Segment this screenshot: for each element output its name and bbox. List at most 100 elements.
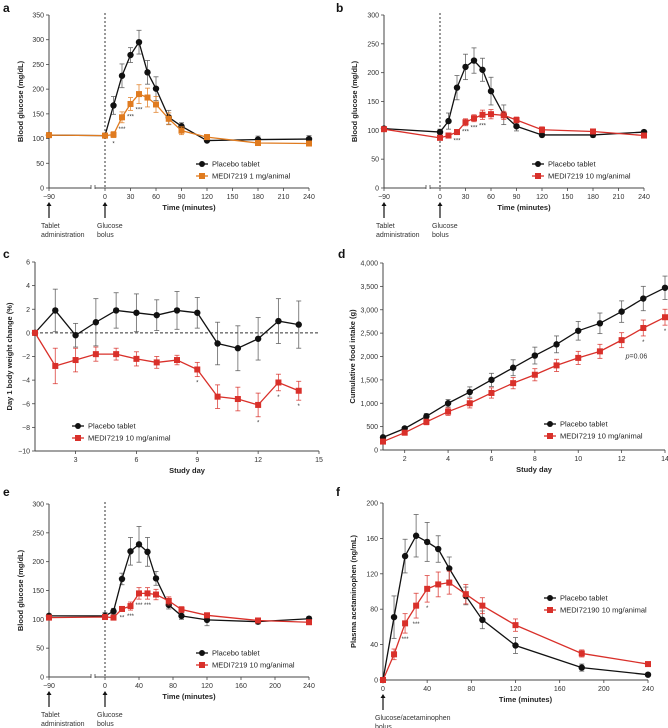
panel-letter: c <box>3 247 10 261</box>
data-point <box>178 612 185 620</box>
y-tick-label: 160 <box>366 536 378 543</box>
x-tick-label: 30 <box>127 194 135 201</box>
y-tick-label: 3,000 <box>360 307 378 314</box>
x-axis-label: Time (minutes) <box>162 203 216 212</box>
data-point <box>152 575 160 582</box>
x-tick-label: 180 <box>587 194 599 201</box>
legend-label: MEDI7219 1 mg/animal <box>212 172 291 181</box>
legend-label: Placebo tablet <box>560 594 608 603</box>
x-tick-label: 9 <box>195 457 199 464</box>
data-point <box>203 616 211 624</box>
annotation-text: Glucose <box>97 223 123 230</box>
significance-marker: *** <box>413 622 421 628</box>
x-tick-label: 240 <box>642 686 654 693</box>
y-tick-label: 200 <box>32 559 44 566</box>
data-point <box>381 126 387 133</box>
y-tick-label: 2,500 <box>360 331 378 338</box>
y-tick-label: 100 <box>367 128 379 135</box>
data-point <box>153 101 159 108</box>
data-point <box>72 357 79 364</box>
significance-marker: *** <box>127 614 135 620</box>
series-medi7219 <box>46 587 312 626</box>
x-tick-label: −90 <box>43 194 55 201</box>
y-tick-label: 2 <box>26 307 30 314</box>
y-tick-label: 150 <box>367 99 379 106</box>
y-tick-label: 1,000 <box>360 401 378 408</box>
data-point <box>553 362 560 369</box>
x-tick-label: 200 <box>598 686 610 693</box>
significance-marker: * <box>642 340 645 346</box>
data-point <box>110 102 117 109</box>
data-point <box>204 612 210 619</box>
data-point <box>46 132 52 139</box>
series-medi7219 <box>46 84 312 147</box>
x-tick-label: 120 <box>510 686 522 693</box>
x-tick-label: 80 <box>169 683 177 690</box>
y-tick-label: 50 <box>36 161 44 168</box>
series-line <box>383 59 645 136</box>
significance-marker: * <box>298 404 301 410</box>
data-point <box>102 132 108 139</box>
legend-label: MEDI7219 10 mg/animal <box>548 172 631 181</box>
y-tick-label: 250 <box>32 62 44 69</box>
annotation-text: Glucose/acetaminophen <box>375 715 451 722</box>
data-point <box>178 606 185 613</box>
data-point <box>479 602 486 609</box>
data-point <box>32 329 38 336</box>
data-point <box>445 132 452 139</box>
legend-marker <box>199 161 205 167</box>
data-point <box>255 140 261 147</box>
series-medi7219 <box>380 570 651 683</box>
annotation-text: Glucose <box>97 712 123 719</box>
y-tick-label: −4 <box>22 378 30 385</box>
panel-letter: f <box>336 485 341 499</box>
legend-marker <box>547 421 553 427</box>
panel-letter: d <box>338 247 345 261</box>
y-tick-label: −6 <box>22 401 30 408</box>
annotation-arrow-head <box>381 202 387 206</box>
y-tick-label: 200 <box>366 501 378 508</box>
data-point <box>618 337 625 344</box>
legend-marker <box>199 650 205 656</box>
data-point <box>488 111 494 118</box>
data-point <box>52 362 59 369</box>
legend-marker <box>547 607 553 613</box>
significance-marker: *** <box>479 123 487 129</box>
significance-marker: *** <box>402 637 410 643</box>
data-point <box>255 617 261 624</box>
y-tick-label: 0 <box>40 186 44 193</box>
data-point <box>153 359 160 366</box>
y-tick-label: 4 <box>26 283 30 290</box>
x-tick-label: 6 <box>490 456 494 463</box>
legend-marker <box>547 433 553 439</box>
data-point <box>72 332 79 339</box>
x-tick-label: 4 <box>446 456 450 463</box>
x-tick-label: 240 <box>303 194 315 201</box>
x-tick-label: 120 <box>201 683 213 690</box>
data-point <box>144 69 151 76</box>
x-tick-label: 90 <box>178 194 186 201</box>
data-point <box>133 355 140 362</box>
data-point <box>454 129 460 136</box>
y-tick-label: 300 <box>32 37 44 44</box>
data-point <box>118 575 126 583</box>
y-axis-label: Blood glucose (mg/dL) <box>16 549 25 631</box>
y-tick-label: 40 <box>370 642 378 649</box>
data-point <box>453 84 461 91</box>
data-point <box>144 590 151 597</box>
x-tick-label: 12 <box>254 457 262 464</box>
series-medi7219 <box>32 329 302 418</box>
data-point <box>214 393 221 400</box>
series-placebo <box>31 288 302 372</box>
data-point <box>178 127 185 134</box>
annotation-arrow-head <box>46 202 52 206</box>
series-line <box>48 93 310 145</box>
y-tick-label: 0 <box>375 186 379 193</box>
data-point <box>144 548 151 556</box>
annotation-text: bolus <box>97 721 114 728</box>
x-axis-label: Study day <box>516 465 553 474</box>
data-point <box>234 396 241 403</box>
x-tick-label: 180 <box>252 194 264 201</box>
data-point <box>446 579 453 586</box>
annotation-text: administration <box>376 232 420 239</box>
